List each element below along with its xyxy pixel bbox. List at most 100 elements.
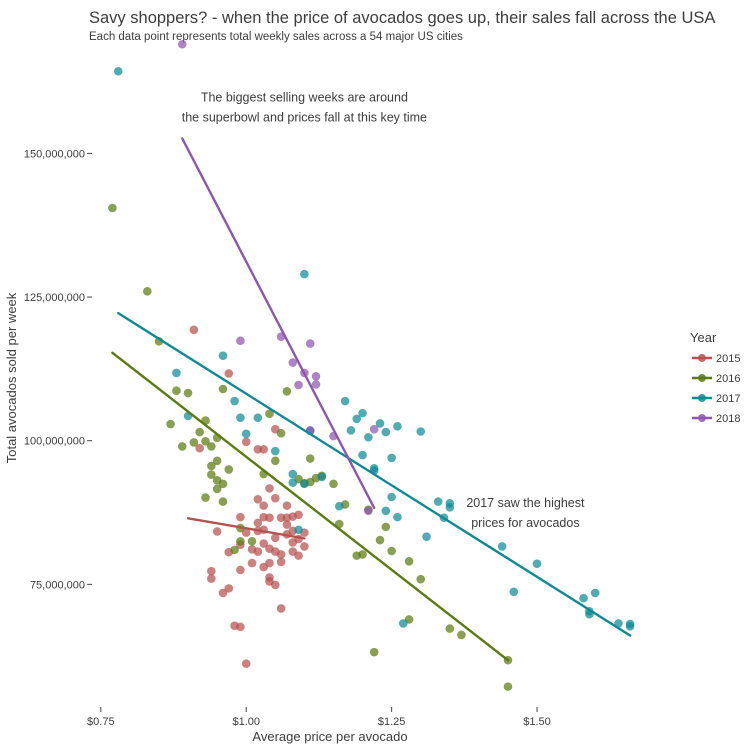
data-point — [276, 557, 286, 567]
data-point — [300, 269, 309, 279]
data-point — [259, 539, 268, 548]
data-point — [305, 339, 315, 348]
legend-point-swatch — [698, 394, 706, 402]
x-axis-title: Average price per avocado — [252, 729, 407, 744]
series-points-2017 — [113, 66, 635, 631]
data-point — [207, 574, 216, 583]
data-point — [398, 619, 408, 628]
y-axis: 75,000,000 100,000,000 125,000,000 150,000,… — [24, 148, 92, 591]
data-point — [189, 438, 199, 447]
data-point — [271, 446, 280, 456]
data-point — [247, 536, 257, 546]
data-point — [445, 624, 455, 633]
data-point — [207, 442, 216, 451]
data-point — [329, 479, 338, 489]
data-point — [503, 682, 513, 691]
data-point — [393, 422, 402, 431]
data-point — [218, 479, 228, 489]
data-point — [166, 419, 175, 429]
data-point — [457, 630, 466, 640]
annotation-highest-prices: 2017 saw the highest prices for avocados — [466, 496, 585, 530]
chart-subtitle: Each data point represents total weekly … — [89, 31, 463, 43]
legend-title: Year — [690, 330, 717, 345]
data-point — [509, 587, 519, 597]
data-point — [271, 580, 280, 590]
data-point — [143, 287, 152, 296]
data-point — [340, 396, 350, 406]
data-point — [305, 454, 315, 463]
data-point — [276, 428, 286, 438]
data-point — [276, 604, 286, 613]
data-point — [271, 456, 280, 466]
data-point — [625, 621, 635, 631]
x-tick-label: $1.00 — [232, 716, 260, 728]
trend-line-2017 — [117, 311, 632, 637]
data-point — [113, 66, 123, 76]
legend-item-2018: 2018 — [692, 413, 740, 425]
data-point — [590, 588, 600, 598]
data-point — [183, 388, 193, 398]
data-point — [195, 427, 204, 437]
y-axis-title: Total avocados sold per week — [4, 292, 19, 463]
data-point — [247, 544, 257, 554]
legend-label: 2016 — [716, 373, 740, 385]
data-point — [201, 493, 210, 502]
data-point — [352, 414, 362, 424]
data-point — [288, 469, 298, 479]
data-point — [241, 429, 251, 439]
data-point — [311, 380, 321, 389]
data-point — [422, 532, 431, 541]
data-point — [387, 492, 396, 502]
annotation-line: the superbowl and prices fall at this ke… — [182, 111, 427, 125]
legend: Year 2015 2016 2017 2018 — [690, 330, 740, 425]
legend-point-swatch — [698, 414, 706, 422]
data-point — [311, 372, 321, 381]
data-point — [218, 384, 228, 394]
data-point — [236, 536, 245, 546]
legend-label: 2015 — [716, 353, 740, 365]
y-tick-label: 100,000,000 — [24, 436, 85, 448]
legend-item-2015: 2015 — [692, 353, 740, 365]
data-point — [369, 424, 379, 434]
data-point — [218, 497, 228, 506]
data-point — [247, 558, 257, 568]
data-point — [579, 593, 588, 603]
data-point — [265, 573, 274, 582]
data-point — [369, 647, 379, 657]
legend-point-swatch — [698, 374, 706, 382]
data-point — [265, 409, 274, 418]
data-point — [381, 506, 391, 516]
legend-item-2017: 2017 — [692, 393, 740, 405]
legend-item-2016: 2016 — [692, 373, 740, 385]
data-point — [346, 426, 356, 435]
data-point — [271, 493, 280, 503]
data-point — [334, 501, 344, 511]
annotations-layer: The biggest selling weeks are around the … — [182, 91, 585, 530]
data-point — [207, 566, 216, 576]
x-tick-label: $0.75 — [87, 716, 115, 728]
data-point — [253, 518, 263, 528]
data-point — [259, 501, 268, 510]
data-point — [241, 437, 251, 447]
data-point — [445, 499, 455, 508]
data-point — [218, 351, 228, 360]
data-point — [381, 427, 391, 437]
data-point — [224, 584, 234, 593]
data-point — [282, 501, 292, 510]
data-point — [497, 542, 507, 551]
data-point — [387, 546, 396, 556]
data-point — [212, 484, 222, 494]
data-point — [288, 358, 298, 367]
data-point — [271, 533, 280, 543]
y-tick-label: 150,000,000 — [24, 148, 85, 160]
data-point — [207, 461, 216, 471]
annotation-line: The biggest selling weeks are around — [201, 91, 408, 105]
data-point — [236, 565, 245, 575]
data-point — [416, 574, 426, 584]
data-point — [404, 557, 414, 566]
data-point — [241, 659, 251, 668]
data-point — [300, 542, 309, 551]
x-axis: $0.75 $1.00 $1.25 $1.50 — [87, 707, 551, 728]
annotation-line: 2017 saw the highest — [466, 496, 585, 510]
trend-line-2015 — [186, 517, 306, 540]
